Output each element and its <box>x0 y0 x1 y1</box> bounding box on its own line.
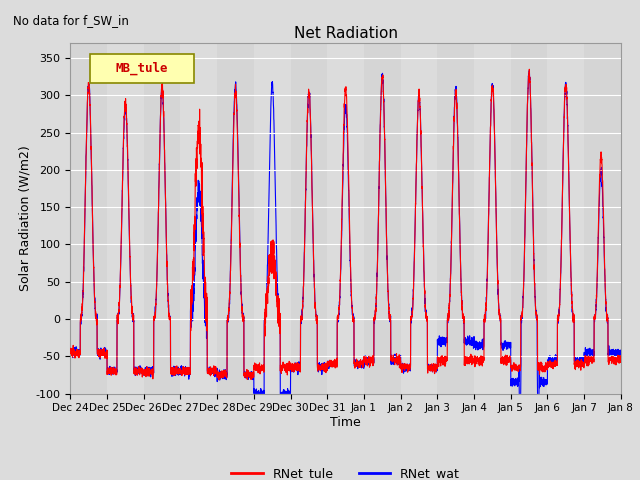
Bar <box>291 43 327 394</box>
Bar <box>70 43 107 394</box>
Bar <box>437 43 474 394</box>
Bar <box>364 43 401 394</box>
Y-axis label: Solar Radiation (W/m2): Solar Radiation (W/m2) <box>19 145 31 291</box>
Legend: RNet_tule, RNet_wat: RNet_tule, RNet_wat <box>227 462 465 480</box>
Bar <box>217 43 254 394</box>
FancyBboxPatch shape <box>90 54 195 84</box>
Title: Net Radiation: Net Radiation <box>294 25 397 41</box>
Bar <box>144 43 180 394</box>
X-axis label: Time: Time <box>330 416 361 429</box>
Bar <box>584 43 621 394</box>
Bar <box>511 43 547 394</box>
Text: No data for f_SW_in: No data for f_SW_in <box>13 14 129 27</box>
Text: MB_tule: MB_tule <box>116 62 168 75</box>
